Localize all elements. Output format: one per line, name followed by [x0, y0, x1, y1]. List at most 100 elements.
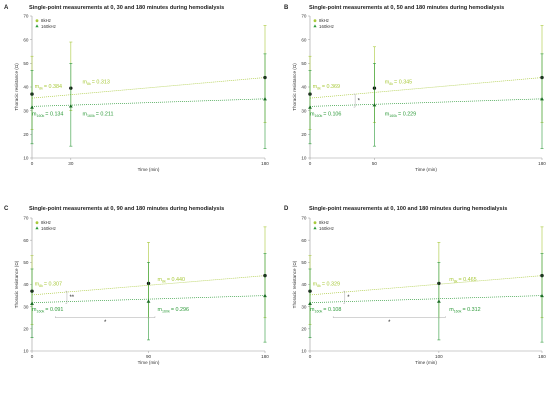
- slope-value: = 0.108: [323, 307, 341, 313]
- slope-value: = 0.440: [167, 277, 185, 283]
- y-tick-label: 20: [301, 326, 307, 331]
- y-tick-label: 40: [301, 282, 307, 287]
- legend-label: 160kHz: [319, 226, 334, 231]
- legend-marker-160khz: [35, 226, 39, 230]
- slope-subscript: 160k: [315, 114, 323, 118]
- y-tick-label: 60: [23, 37, 29, 42]
- legend-marker-8khz: [35, 221, 39, 225]
- x-axis-label: Time (min): [138, 167, 160, 172]
- legend-marker-8khz: [35, 19, 39, 23]
- data-point-160khz: [263, 293, 267, 298]
- slope-value: = 0.313: [92, 79, 110, 85]
- significance-bracket: [65, 290, 68, 304]
- y-tick-label: 70: [23, 14, 29, 19]
- y-axis-label: Thoracic resistance (Ω): [14, 260, 19, 308]
- data-point-160khz: [540, 97, 544, 101]
- slope-symbol: m: [158, 277, 163, 283]
- slope-value: = 0.369: [322, 84, 340, 90]
- trend-line-160khz: [309, 98, 543, 107]
- y-tick-label: 30: [301, 108, 307, 113]
- slope-subscript: 160k: [162, 310, 170, 314]
- y-tick-label: 40: [23, 282, 29, 287]
- trend-line-160khz: [309, 295, 543, 304]
- slope-symbol: m: [449, 307, 454, 313]
- y-tick-label: 40: [301, 85, 307, 90]
- slope-annotation: m160k= 0.296: [158, 307, 189, 313]
- panel-letter: C: [4, 206, 9, 212]
- y-tick-label: 10: [301, 156, 307, 161]
- slope-subscript: 8k: [317, 87, 321, 91]
- slope-subscript: 160k: [37, 310, 45, 314]
- legend-marker-160khz: [35, 24, 39, 28]
- slope-subscript: 8k: [39, 87, 43, 91]
- legend-marker-8khz: [313, 221, 317, 225]
- slope-symbol: m: [32, 307, 37, 313]
- y-tick-label: 50: [23, 61, 29, 66]
- slope-symbol: m: [313, 282, 318, 288]
- y-tick-label: 70: [301, 14, 307, 19]
- trend-line-8khz: [309, 77, 543, 99]
- y-tick-label: 40: [23, 85, 29, 90]
- slope-annotation: m8k= 0.329: [313, 282, 340, 288]
- slope-value: = 0.384: [44, 84, 62, 90]
- x-tick-label: 0: [309, 354, 312, 359]
- data-point-160khz: [30, 105, 34, 109]
- panel-letter: B: [284, 5, 289, 11]
- trend-line-8khz: [309, 275, 543, 296]
- x-tick-label: 180: [538, 161, 546, 166]
- slope-annotation: m8k= 0.313: [82, 79, 109, 85]
- slope-value: = 0.345: [394, 79, 412, 85]
- significance-marker: *: [388, 320, 391, 326]
- x-tick-label: 180: [261, 354, 269, 359]
- significance-marker: *: [358, 99, 361, 105]
- slope-annotation: m8k= 0.307: [35, 282, 62, 288]
- x-tick-label: 50: [372, 161, 378, 166]
- slope-subscript: 160k: [37, 114, 45, 118]
- x-axis-label: Time (min): [415, 360, 437, 365]
- slope-symbol: m: [35, 84, 40, 90]
- data-point-160khz: [308, 105, 312, 109]
- trend-line-160khz: [31, 295, 266, 304]
- y-axis-label: Thoracic resistance (Ω): [14, 63, 19, 111]
- slope-annotation: m160k= 0.312: [449, 307, 480, 313]
- y-tick-label: 70: [23, 216, 29, 221]
- slope-subscript: 8k: [162, 280, 166, 284]
- y-tick-label: 20: [301, 132, 307, 137]
- slope-value: = 0.329: [322, 282, 340, 288]
- y-tick-label: 10: [23, 349, 29, 354]
- slope-symbol: m: [313, 84, 318, 90]
- slope-value: = 0.106: [323, 111, 341, 117]
- legend-label: 160kHz: [41, 226, 56, 231]
- y-tick-label: 50: [301, 260, 307, 265]
- y-tick-label: 20: [23, 132, 29, 137]
- slope-subscript: 160k: [454, 310, 462, 314]
- x-tick-label: 180: [261, 161, 269, 166]
- y-tick-label: 10: [301, 349, 307, 354]
- slope-symbol: m: [385, 79, 390, 85]
- legend-label: 8kHz: [41, 220, 51, 225]
- slope-symbol: m: [82, 79, 87, 85]
- y-axis-label: Thoracic resistance (Ω): [292, 63, 297, 111]
- y-tick-label: 50: [23, 260, 29, 265]
- legend-label: 8kHz: [41, 18, 51, 23]
- x-tick-label: 100: [435, 354, 443, 359]
- data-point-160khz: [436, 299, 441, 303]
- y-tick-label: 60: [301, 37, 307, 42]
- data-point-160khz: [308, 301, 312, 305]
- significance-bracket: [353, 93, 356, 108]
- significance-marker: *: [347, 295, 350, 301]
- trend-line-160khz: [31, 98, 266, 107]
- y-tick-label: 30: [23, 304, 29, 309]
- x-tick-label: 0: [309, 161, 312, 166]
- x-axis-label: Time (min): [415, 167, 437, 172]
- legend-label: 160kHz: [319, 24, 334, 29]
- slope-value: = 0.465: [458, 277, 476, 283]
- slope-subscript: 8k: [87, 82, 91, 86]
- significance-bracket: [343, 290, 346, 304]
- x-tick-label: 0: [31, 354, 34, 359]
- legend-label: 8kHz: [319, 18, 329, 23]
- slope-symbol: m: [82, 111, 87, 117]
- panel-letter: D: [284, 206, 289, 212]
- panel-title: Single-point measurements at 0, 30 and 1…: [29, 5, 224, 11]
